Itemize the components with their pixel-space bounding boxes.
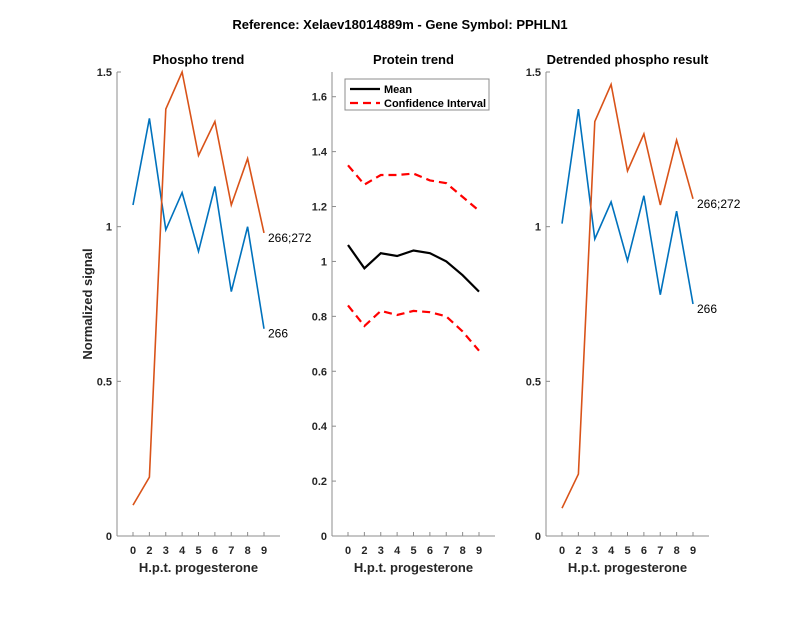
x-axis-label: H.p.t. progesterone (139, 560, 258, 575)
x-tick-label: 7 (443, 545, 449, 557)
y-tick-label: 1 (535, 222, 541, 234)
series-line-mean (347, 244, 480, 293)
y-tick-label: 0 (321, 531, 327, 543)
x-tick-label: 5 (410, 545, 416, 557)
series-line-266-272 (132, 69, 265, 506)
y-tick-label: 1.6 (312, 92, 327, 104)
legend-entry: Mean (384, 84, 412, 96)
x-tick-label: 4 (179, 545, 186, 557)
x-tick-label: 2 (575, 545, 581, 557)
legend-entry: Confidence Interval (384, 98, 486, 110)
series-end-label: 266;272 (697, 197, 741, 211)
figure-suptitle: Reference: Xelaev18014889m - Gene Symbol… (232, 17, 567, 32)
x-tick-label: 2 (146, 545, 152, 557)
panel-title: Phospho trend (153, 52, 245, 67)
x-tick-label: 0 (559, 545, 565, 557)
x-axis-label: H.p.t. progesterone (568, 560, 687, 575)
x-tick-label: 3 (378, 545, 384, 557)
y-tick-label: 0.2 (312, 476, 327, 488)
x-tick-label: 3 (163, 545, 169, 557)
y-tick-label: 0.4 (312, 421, 328, 433)
x-tick-label: 7 (228, 545, 234, 557)
x-tick-label: 0 (345, 545, 351, 557)
series-end-label: 266 (697, 302, 717, 316)
panel-title: Detrended phospho result (547, 52, 709, 67)
y-tick-label: 1.5 (526, 67, 541, 79)
y-tick-label: 0.5 (97, 376, 112, 388)
y-tick-label: 1.4 (312, 147, 328, 159)
y-tick-label: 1 (321, 256, 327, 268)
x-tick-label: 4 (608, 545, 615, 557)
panel-title: Protein trend (373, 52, 454, 67)
x-tick-label: 7 (657, 545, 663, 557)
y-tick-label: 0.5 (526, 376, 541, 388)
x-tick-label: 5 (624, 545, 630, 557)
x-tick-label: 4 (394, 545, 401, 557)
series-line-confidence-interval-lower- (347, 304, 480, 352)
legend: Mean Confidence Interval (344, 78, 490, 111)
series-line-266 (132, 118, 265, 329)
x-tick-label: 9 (476, 545, 482, 557)
series-line-266 (561, 108, 694, 305)
x-tick-label: 8 (245, 545, 251, 557)
x-tick-label: 6 (641, 545, 647, 557)
x-tick-label: 9 (261, 545, 267, 557)
legend-box (344, 78, 490, 111)
y-tick-label: 1.2 (312, 202, 327, 214)
x-axis-label: H.p.t. progesterone (354, 560, 473, 575)
series-line-confidence-interval-upper- (347, 164, 480, 212)
y-tick-label: 1 (106, 222, 112, 234)
y-tick-label: 1.5 (97, 67, 112, 79)
y-tick-label: 0 (535, 531, 541, 543)
series-end-label: 266 (268, 327, 288, 341)
x-tick-label: 5 (195, 545, 201, 557)
x-tick-label: 2 (361, 545, 367, 557)
y-axis-label: Normalized signal (80, 248, 95, 359)
x-tick-label: 3 (592, 545, 598, 557)
x-tick-label: 6 (427, 545, 433, 557)
x-tick-label: 8 (674, 545, 680, 557)
y-tick-label: 0.8 (312, 311, 327, 323)
series-line-266-272 (561, 81, 694, 509)
x-tick-label: 9 (690, 545, 696, 557)
x-tick-label: 8 (460, 545, 466, 557)
x-tick-label: 0 (130, 545, 136, 557)
x-tick-label: 6 (212, 545, 218, 557)
series-end-label: 266;272 (268, 231, 312, 245)
y-tick-label: 0.6 (312, 366, 327, 378)
y-tick-label: 0 (106, 531, 112, 543)
